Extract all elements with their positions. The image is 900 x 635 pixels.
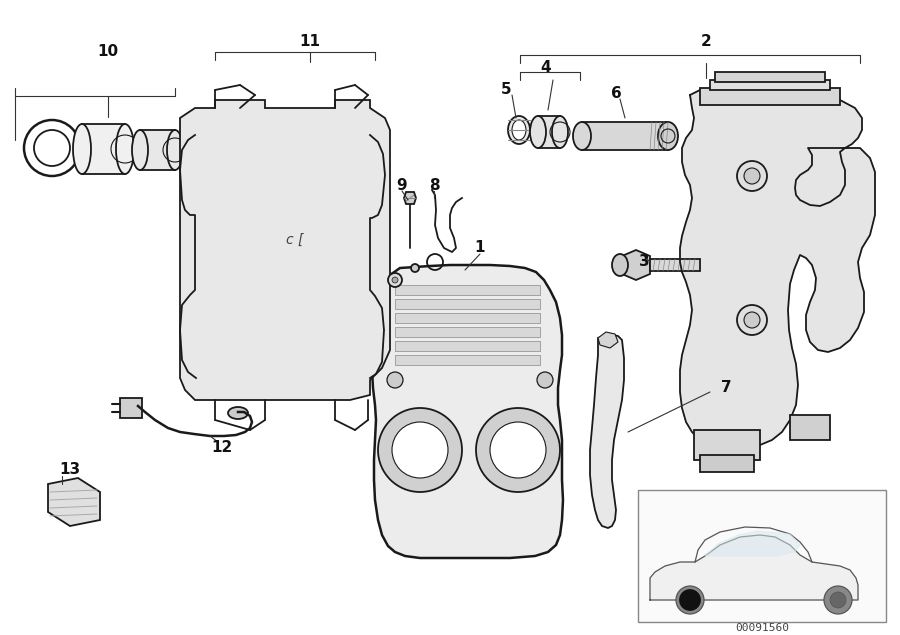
Polygon shape — [790, 415, 830, 440]
Polygon shape — [598, 332, 618, 348]
Polygon shape — [48, 478, 100, 526]
Circle shape — [744, 312, 760, 328]
Circle shape — [378, 408, 462, 492]
Circle shape — [824, 586, 852, 614]
Text: 11: 11 — [300, 34, 320, 50]
Polygon shape — [395, 299, 540, 309]
Ellipse shape — [405, 193, 415, 203]
Circle shape — [830, 592, 846, 608]
Circle shape — [490, 422, 546, 478]
Circle shape — [388, 273, 402, 287]
Ellipse shape — [658, 122, 678, 150]
Polygon shape — [700, 455, 754, 472]
Polygon shape — [694, 430, 760, 460]
Polygon shape — [710, 80, 830, 90]
Ellipse shape — [573, 122, 591, 150]
Ellipse shape — [73, 124, 91, 174]
Text: 4: 4 — [541, 60, 552, 76]
Text: 7: 7 — [721, 380, 732, 396]
Text: 2: 2 — [700, 34, 711, 50]
Circle shape — [537, 372, 553, 388]
Polygon shape — [82, 124, 125, 174]
Text: 1: 1 — [475, 241, 485, 255]
Polygon shape — [180, 100, 390, 400]
Circle shape — [476, 408, 560, 492]
Polygon shape — [622, 250, 650, 280]
Polygon shape — [680, 88, 875, 448]
Polygon shape — [395, 355, 540, 365]
Polygon shape — [650, 535, 858, 600]
Polygon shape — [715, 72, 825, 82]
Circle shape — [737, 161, 767, 191]
Text: 6: 6 — [610, 86, 621, 100]
Ellipse shape — [530, 116, 546, 148]
Polygon shape — [705, 531, 800, 556]
Circle shape — [392, 422, 448, 478]
Polygon shape — [395, 285, 540, 295]
Ellipse shape — [228, 407, 248, 419]
Ellipse shape — [411, 264, 419, 272]
Polygon shape — [650, 259, 700, 271]
Bar — [638, 490, 886, 622]
Ellipse shape — [612, 254, 628, 276]
Polygon shape — [395, 327, 540, 337]
Polygon shape — [140, 130, 175, 170]
Text: 3: 3 — [639, 255, 649, 269]
Circle shape — [387, 372, 403, 388]
Circle shape — [744, 168, 760, 184]
Ellipse shape — [512, 120, 526, 140]
Polygon shape — [404, 192, 416, 204]
Polygon shape — [590, 334, 624, 528]
Text: 12: 12 — [212, 441, 232, 455]
Polygon shape — [582, 122, 668, 150]
Ellipse shape — [116, 124, 134, 174]
Text: 9: 9 — [397, 178, 408, 192]
Ellipse shape — [552, 116, 568, 148]
Text: 8: 8 — [428, 178, 439, 192]
Polygon shape — [538, 116, 560, 148]
Polygon shape — [395, 341, 540, 351]
Circle shape — [737, 305, 767, 335]
Polygon shape — [120, 398, 142, 418]
Polygon shape — [700, 88, 840, 105]
Ellipse shape — [508, 116, 530, 144]
Circle shape — [680, 590, 700, 610]
Polygon shape — [395, 313, 540, 323]
Text: 5: 5 — [500, 81, 511, 97]
Text: c [: c [ — [286, 233, 303, 247]
Ellipse shape — [132, 130, 148, 170]
Polygon shape — [372, 265, 563, 558]
Ellipse shape — [167, 130, 183, 170]
Text: 10: 10 — [97, 44, 119, 60]
Circle shape — [392, 277, 398, 283]
Circle shape — [676, 586, 704, 614]
Circle shape — [682, 592, 698, 608]
Text: 13: 13 — [59, 462, 81, 478]
Text: 00091560: 00091560 — [735, 623, 789, 633]
